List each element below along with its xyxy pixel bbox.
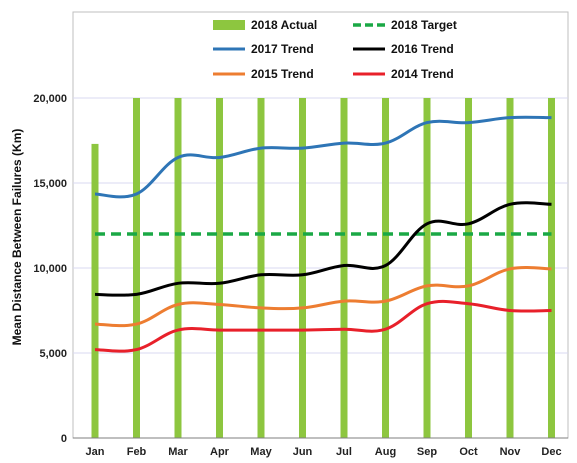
- line-series: [94, 115, 552, 353]
- bar: [91, 143, 99, 438]
- legend-label: 2014 Trend: [391, 67, 454, 81]
- x-tick-label: Feb: [127, 446, 147, 458]
- y-tick-label: 20,000: [33, 93, 67, 105]
- trend-line: [94, 299, 552, 353]
- x-tick-label: Aug: [375, 446, 396, 458]
- y-axis-label: Mean Distance Between Failures (Km): [10, 129, 24, 346]
- x-tick-label: Oct: [459, 446, 478, 458]
- x-tick-label: Dec: [541, 446, 561, 458]
- x-tick-label: Jan: [86, 446, 105, 458]
- legend-label: 2015 Trend: [251, 67, 314, 81]
- legend-item: 2016 Trend: [353, 42, 454, 56]
- x-tick-label: Jun: [293, 446, 313, 458]
- legend-item: 2017 Trend: [213, 42, 314, 56]
- y-tick-label: 5,000: [39, 348, 67, 360]
- gridlines: [73, 97, 568, 354]
- legend-item: 2018 Actual: [213, 18, 317, 32]
- x-tick-labels: Jan Feb Mar Apr May Jun Jul Aug Sep Oct Nov Dec: [86, 446, 562, 458]
- legend-label: 2016 Trend: [391, 42, 454, 56]
- legend-label: 2018 Actual: [251, 18, 317, 32]
- trend-line: [94, 201, 552, 297]
- legend: 2018 Actual 2018 Target 2017 Trend 2016 Tre…: [213, 18, 457, 81]
- y-tick-label: 10,000: [33, 263, 67, 275]
- x-tick-label: Apr: [210, 446, 230, 458]
- bar: [257, 98, 265, 438]
- legend-swatch: [213, 20, 245, 30]
- plot-frame: [72, 11, 569, 439]
- bar: [216, 98, 223, 438]
- y-tick-label: 0: [61, 433, 67, 445]
- bar: [174, 98, 182, 438]
- bar: [340, 98, 348, 438]
- legend-item: 2014 Trend: [353, 67, 454, 81]
- x-tick-label: Nov: [500, 446, 522, 458]
- bar: [299, 98, 306, 438]
- x-tick-label: Sep: [417, 446, 437, 458]
- trend-line: [94, 115, 552, 199]
- bar: [465, 98, 472, 438]
- legend-item: 2015 Trend: [213, 67, 314, 81]
- x-tick-label: Jul: [336, 446, 352, 458]
- x-tick-label: May: [250, 446, 272, 458]
- bar: [382, 98, 389, 438]
- x-tick-label: Mar: [168, 446, 188, 458]
- legend-label: 2017 Trend: [251, 42, 314, 56]
- legend-label: 2018 Target: [391, 18, 457, 32]
- y-tick-labels: 0 5,000 10,000 15,000 20,000: [33, 93, 67, 445]
- legend-item: 2018 Target: [353, 18, 457, 32]
- y-tick-label: 15,000: [33, 178, 67, 190]
- trend-line: [94, 266, 552, 328]
- bar: [423, 98, 431, 438]
- bar: [133, 98, 140, 438]
